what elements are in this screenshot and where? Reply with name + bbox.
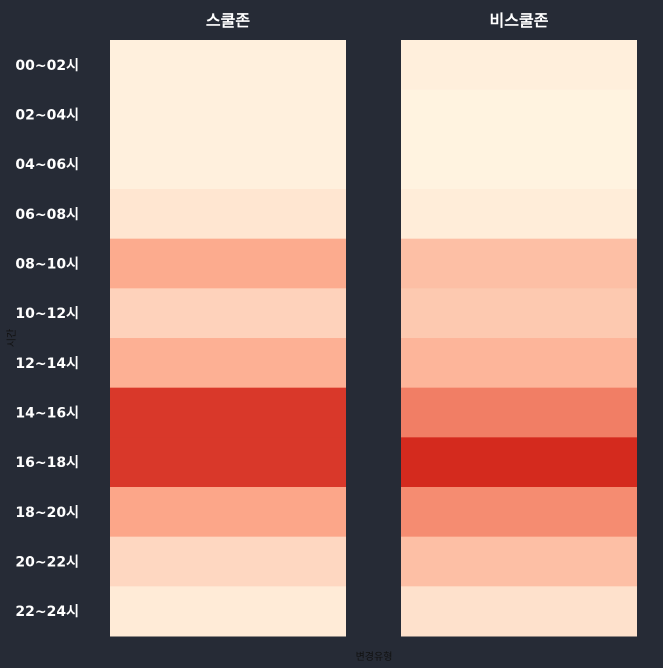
row-label: 04~06시: [15, 157, 79, 173]
heatmap-cell: [401, 40, 637, 91]
heatmap-cell: [401, 288, 637, 339]
row-label: 12~14시: [15, 356, 79, 372]
row-label: 16~18시: [15, 455, 79, 471]
row-label: 08~10시: [15, 257, 79, 273]
heatmap-cell: [110, 189, 346, 240]
row-label: 18~20시: [15, 505, 79, 521]
heatmap-cell: [110, 437, 346, 488]
y-axis-title: 시간: [6, 329, 18, 347]
row-label: 10~12시: [15, 306, 79, 322]
heatmap-cell: [110, 139, 346, 190]
x-axis-title: 변경유형: [356, 650, 393, 663]
heatmap-cell: [401, 536, 637, 587]
row-label: 06~08시: [15, 207, 79, 223]
heatmap-cell: [110, 487, 346, 538]
heatmap-cell: [110, 536, 346, 587]
column-title: 스쿨존: [206, 11, 250, 30]
column-titles: 스쿨존 비스쿨존: [206, 11, 549, 30]
heatmap-cell: [110, 387, 346, 438]
row-label: 20~22시: [15, 555, 79, 571]
heatmap-cells: [110, 40, 637, 637]
heatmap-cell: [110, 338, 346, 389]
heatmap-cell: [401, 387, 637, 438]
heatmap-cell: [110, 40, 346, 91]
heatmap-cell: [401, 338, 637, 389]
heatmap-cell: [110, 89, 346, 140]
heatmap-cell: [401, 586, 637, 637]
heatmap-cell: [401, 139, 637, 190]
heatmap-cell: [401, 89, 637, 140]
row-label: 14~16시: [15, 406, 79, 422]
heatmap-cell: [401, 189, 637, 240]
heatmap-cell: [401, 437, 637, 488]
row-labels: 00~02시 02~04시 04~06시 06~08시 08~10시 10~12시 12~1…: [15, 58, 79, 620]
heatmap-cell: [401, 487, 637, 538]
column-title: 비스쿨존: [490, 11, 549, 30]
row-label: 22~24시: [15, 604, 79, 620]
heatmap-cell: [110, 288, 346, 339]
row-label: 02~04시: [15, 108, 79, 124]
heatmap-cell: [110, 586, 346, 637]
heatmap-cell: [401, 238, 637, 289]
heatmap-cell: [110, 238, 346, 289]
row-label: 00~02시: [15, 58, 79, 74]
